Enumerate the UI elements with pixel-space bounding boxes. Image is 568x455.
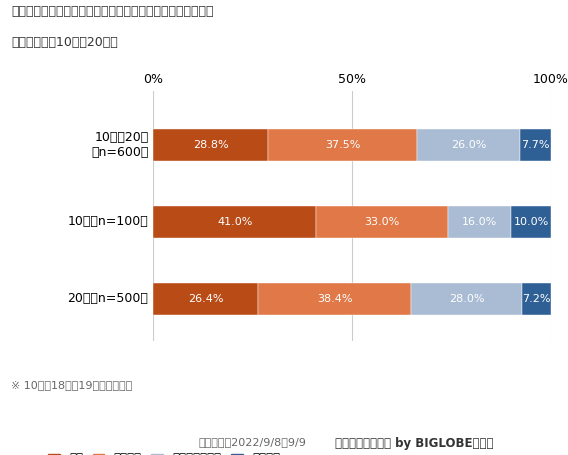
Text: 26.0%: 26.0% <box>451 140 486 150</box>
Text: 調査期間：2022/9/8～9/9: 調査期間：2022/9/8～9/9 <box>199 437 307 447</box>
Bar <box>411 283 523 315</box>
Bar <box>523 283 551 315</box>
Text: ※ 10代は18歳、19歳が調査対象: ※ 10代は18歳、19歳が調査対象 <box>11 380 132 390</box>
Bar <box>316 206 448 238</box>
Text: 16.0%: 16.0% <box>462 217 497 227</box>
Text: 「性加害やハラスメント行為をした人は排除されるべきだ」: 「性加害やハラスメント行為をした人は排除されるべきだ」 <box>11 5 214 18</box>
Text: 28.8%: 28.8% <box>193 140 228 150</box>
Text: と思うか　〆10代、20代〇: と思うか 〆10代、20代〇 <box>11 36 118 50</box>
Text: 10.0%: 10.0% <box>513 217 549 227</box>
Text: 28.0%: 28.0% <box>449 294 485 304</box>
Text: 41.0%: 41.0% <box>217 217 253 227</box>
Bar <box>448 206 511 238</box>
Bar <box>153 283 258 315</box>
Bar <box>268 129 417 161</box>
Text: 33.0%: 33.0% <box>364 217 400 227</box>
Text: 38.4%: 38.4% <box>317 294 352 304</box>
Text: 26.4%: 26.4% <box>188 294 224 304</box>
Legend: 思う, やや思う, あまり思わない, 思わない: 思う, やや思う, あまり思わない, 思わない <box>48 452 280 455</box>
Bar <box>258 283 411 315</box>
Bar <box>511 206 551 238</box>
Bar <box>153 206 316 238</box>
Bar <box>520 129 551 161</box>
Text: 37.5%: 37.5% <box>325 140 360 150</box>
Bar <box>417 129 520 161</box>
Text: 7.2%: 7.2% <box>523 294 551 304</box>
Text: 7.7%: 7.7% <box>521 140 550 150</box>
Text: 「あしたメディア by BIGLOBE」調べ: 「あしたメディア by BIGLOBE」調べ <box>335 437 494 450</box>
Bar <box>153 129 268 161</box>
